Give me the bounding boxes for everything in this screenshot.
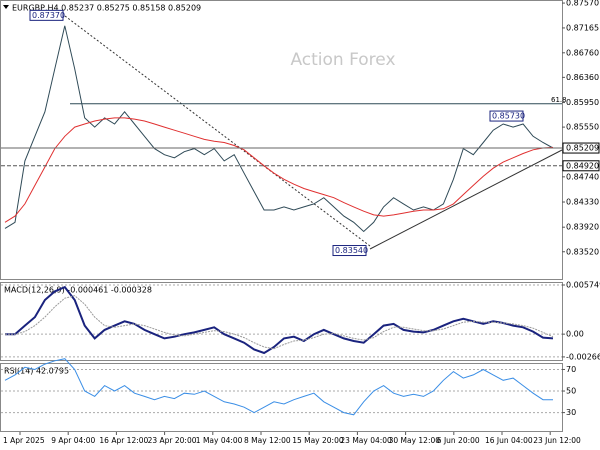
x-tick-label: 6 Jun 20:00 <box>437 436 480 445</box>
series-line <box>4 117 554 223</box>
x-tick-label: 30 May 12:00 <box>389 436 441 445</box>
support-label-box <box>562 160 600 172</box>
y-tick-label: 70 <box>566 365 576 374</box>
price-mark-label: 0.87370 <box>32 11 65 20</box>
rsi-title: RSI(14) 42.0795 <box>4 367 69 376</box>
price-mark-box <box>29 9 64 21</box>
price-label-box <box>562 142 600 154</box>
x-tick-label: 8 May 12:00 <box>244 436 291 445</box>
y-tick-label: 0.83920 <box>566 223 599 232</box>
main-panel <box>0 0 563 280</box>
y-tick-label: 0.86360 <box>566 73 599 82</box>
x-tick-label: 16 Apr 12:00 <box>99 436 148 445</box>
y-tick-label: 0.87570 <box>566 0 599 8</box>
y-tick-label: 50 <box>566 387 576 396</box>
x-tick-label: 1 May 04:00 <box>196 436 243 445</box>
price-mark-box <box>332 245 367 257</box>
x-tick-label: 15 May 20:00 <box>292 436 344 445</box>
y-tick-label: 0.86760 <box>566 48 599 57</box>
y-tick-label: 0.85950 <box>566 98 599 107</box>
x-tick-label: 23 Jun 12:00 <box>533 436 581 445</box>
x-tick-label: 16 Jun 04:00 <box>485 436 533 445</box>
series-line <box>4 25 554 233</box>
y-tick-label: 0.00 <box>566 330 584 339</box>
macd-title: MACD(12,26,9) -0.000461 -0.000328 <box>4 286 152 295</box>
macd-panel <box>0 282 563 361</box>
series-line <box>4 358 553 416</box>
watermark: Action Forex <box>290 50 395 70</box>
trend-line <box>369 149 563 250</box>
series-line <box>5 295 554 350</box>
fib-label: 61.8 <box>551 96 567 104</box>
y-tick-label: -0.002663 <box>566 352 600 361</box>
support-label: 0.84920 <box>566 161 599 170</box>
y-tick-label: 0.005749 <box>566 281 600 290</box>
series-line <box>5 285 554 355</box>
price-mark-box <box>489 110 524 122</box>
price-mark-label: 0.83540 <box>335 246 368 255</box>
y-tick-label: 0.84330 <box>566 198 599 207</box>
chart-title: EURGBP,H4 0.85237 0.85275 0.85158 0.8520… <box>12 4 201 13</box>
x-tick-label: 23 May 04:00 <box>340 436 392 445</box>
x-tick-label: 23 Apr 20:00 <box>148 436 197 445</box>
x-tick-label: 9 Apr 04:00 <box>51 436 95 445</box>
rsi-panel <box>0 363 563 432</box>
title-arrow <box>3 5 9 9</box>
y-tick-label: 30 <box>566 408 576 417</box>
y-tick-label: 0.83520 <box>566 247 599 256</box>
y-tick-label: 0.87165 <box>566 23 599 32</box>
price-mark-label: 0.85730 <box>492 112 525 121</box>
y-tick-label: 0.84740 <box>566 172 599 181</box>
x-tick-label: 1 Apr 2025 <box>3 436 45 445</box>
price-label: 0.85209 <box>566 144 599 153</box>
y-tick-label: 0.85550 <box>566 123 599 132</box>
